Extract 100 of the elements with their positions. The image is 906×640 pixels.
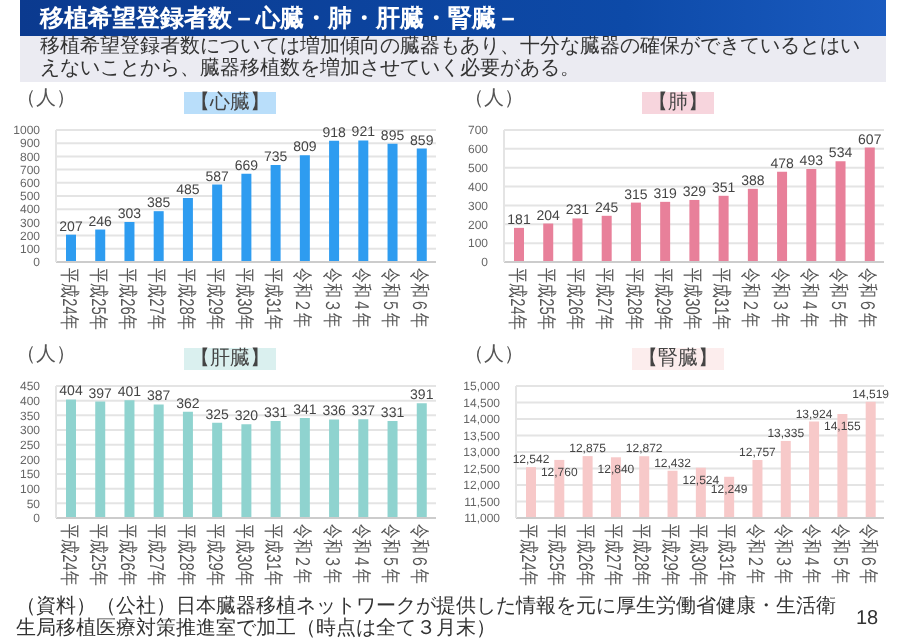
bar bbox=[66, 234, 76, 262]
bar bbox=[387, 420, 398, 518]
bar bbox=[358, 140, 369, 262]
bar bbox=[95, 401, 106, 518]
x-tick-label: 平成26年 bbox=[574, 524, 597, 586]
x-tick-label: 平成27年 bbox=[593, 268, 617, 330]
x-tick-label: 平成29年 bbox=[659, 524, 682, 586]
bar bbox=[124, 222, 135, 262]
y-axis-title: （人） bbox=[464, 342, 524, 368]
x-tick-label: 平成24年 bbox=[517, 524, 541, 586]
x-tick-label: 平成31年 bbox=[262, 524, 286, 586]
bar bbox=[182, 197, 193, 262]
x-tick-label: 平成26年 bbox=[116, 524, 140, 586]
bar bbox=[95, 229, 106, 262]
bar bbox=[777, 171, 788, 262]
chart-title: 【肝臓】 bbox=[184, 348, 276, 370]
x-tick-label: 平成28年 bbox=[622, 268, 646, 330]
x-tick-label: 令和４年 bbox=[798, 268, 822, 329]
bar bbox=[358, 419, 369, 518]
x-tick-label: 令和５年 bbox=[827, 268, 851, 329]
bar bbox=[387, 143, 398, 262]
bar bbox=[212, 422, 223, 518]
text: 移植希望登録者数－心臓・肺・肝臓・腎臓－ bbox=[20, 0, 886, 36]
bar bbox=[660, 201, 671, 262]
x-tick-label: 平成24年 bbox=[58, 524, 81, 586]
bar bbox=[124, 400, 135, 518]
x-tick-label: 平成25年 bbox=[535, 268, 559, 330]
chart-title: 【腎臓】 bbox=[632, 348, 724, 370]
x-tick-label: 令和２年 bbox=[291, 268, 315, 329]
x-tick-label: 令和３年 bbox=[772, 524, 796, 585]
x-tick-label: 令和４年 bbox=[350, 268, 374, 329]
text: 移植希望登録者数については増加傾向の臓器もあり、十分な臓器の確保ができているとはいえないことから、臓器移植数を増加させていく必要がある。 bbox=[20, 36, 886, 82]
text: 18 bbox=[856, 608, 879, 630]
x-tick-label: 平成26年 bbox=[564, 268, 588, 330]
bar bbox=[241, 173, 252, 262]
x-tick-label: 平成31年 bbox=[710, 268, 734, 330]
x-tick-label: 平成29年 bbox=[204, 524, 227, 586]
y-axis-title: （人） bbox=[464, 86, 524, 112]
x-tick-label: 令和５年 bbox=[379, 524, 403, 585]
bar bbox=[153, 404, 164, 518]
bar bbox=[66, 399, 76, 518]
bar bbox=[572, 218, 583, 262]
x-tick-label: 令和２年 bbox=[739, 268, 763, 329]
bar bbox=[630, 202, 641, 262]
x-tick-label: 平成28年 bbox=[174, 268, 198, 330]
bar bbox=[601, 215, 612, 262]
x-tick-label: 平成30年 bbox=[233, 524, 257, 586]
y-axis-title: （人） bbox=[16, 342, 76, 368]
x-tick-label: 平成28年 bbox=[174, 524, 198, 586]
x-tick-label: 平成27年 bbox=[145, 524, 169, 586]
bar bbox=[543, 223, 554, 262]
x-tick-label: 令和３年 bbox=[769, 268, 792, 329]
bar bbox=[182, 411, 193, 518]
x-tick-label: 平成24年 bbox=[506, 268, 529, 330]
x-tick-label: 令和６年 bbox=[408, 524, 432, 585]
x-tick-label: 平成25年 bbox=[545, 524, 569, 586]
x-tick-label: 令和５年 bbox=[828, 524, 852, 585]
x-tick-label: 平成28年 bbox=[630, 524, 654, 586]
x-tick-label: 平成31年 bbox=[262, 268, 286, 330]
chart-title: 【肺】 bbox=[642, 92, 714, 114]
x-tick-label: 平成29年 bbox=[204, 268, 227, 330]
bar bbox=[747, 188, 758, 262]
x-tick-label: 平成30年 bbox=[687, 524, 711, 586]
bar bbox=[153, 211, 164, 262]
x-tick-label: 平成30年 bbox=[233, 268, 257, 330]
bar bbox=[416, 148, 427, 262]
bar bbox=[299, 417, 310, 518]
bar bbox=[241, 424, 252, 518]
bar bbox=[329, 419, 340, 518]
bar bbox=[835, 161, 846, 262]
x-tick-label: 令和２年 bbox=[291, 524, 315, 585]
bar bbox=[416, 403, 427, 518]
x-tick-label: 平成31年 bbox=[715, 524, 739, 586]
x-tick-label: 平成27年 bbox=[145, 268, 169, 330]
bar bbox=[689, 199, 700, 262]
bar bbox=[329, 140, 340, 262]
x-tick-label: 令和４年 bbox=[350, 524, 374, 585]
bar bbox=[270, 164, 281, 262]
x-tick-label: 令和６年 bbox=[856, 268, 880, 329]
bar bbox=[514, 227, 524, 262]
x-tick-label: 平成30年 bbox=[681, 268, 705, 330]
x-tick-label: 令和４年 bbox=[800, 524, 824, 585]
x-tick-label: 平成27年 bbox=[602, 524, 626, 586]
bar bbox=[806, 169, 817, 262]
x-tick-label: 平成25年 bbox=[87, 268, 111, 330]
x-tick-label: 平成29年 bbox=[652, 268, 675, 330]
x-tick-label: 平成26年 bbox=[116, 268, 140, 330]
bar bbox=[270, 420, 281, 518]
bar bbox=[299, 155, 310, 262]
x-tick-label: 令和５年 bbox=[379, 268, 403, 329]
x-tick-label: 令和２年 bbox=[744, 524, 767, 585]
bar bbox=[212, 184, 223, 262]
bar bbox=[718, 195, 729, 262]
x-tick-label: 令和６年 bbox=[857, 524, 881, 585]
x-tick-label: 令和３年 bbox=[321, 524, 344, 585]
x-tick-label: 平成24年 bbox=[58, 268, 81, 330]
chart-title: 【心臓】 bbox=[184, 92, 276, 114]
y-axis-title: （人） bbox=[16, 86, 76, 112]
text: （資料）（公社）日本臓器移植ネットワークが提供した情報を元に厚生労働省健康・生活衛生局移植医療対策推進室で加工（時点は全て３月末） bbox=[16, 596, 836, 640]
x-tick-label: 令和６年 bbox=[408, 268, 432, 329]
